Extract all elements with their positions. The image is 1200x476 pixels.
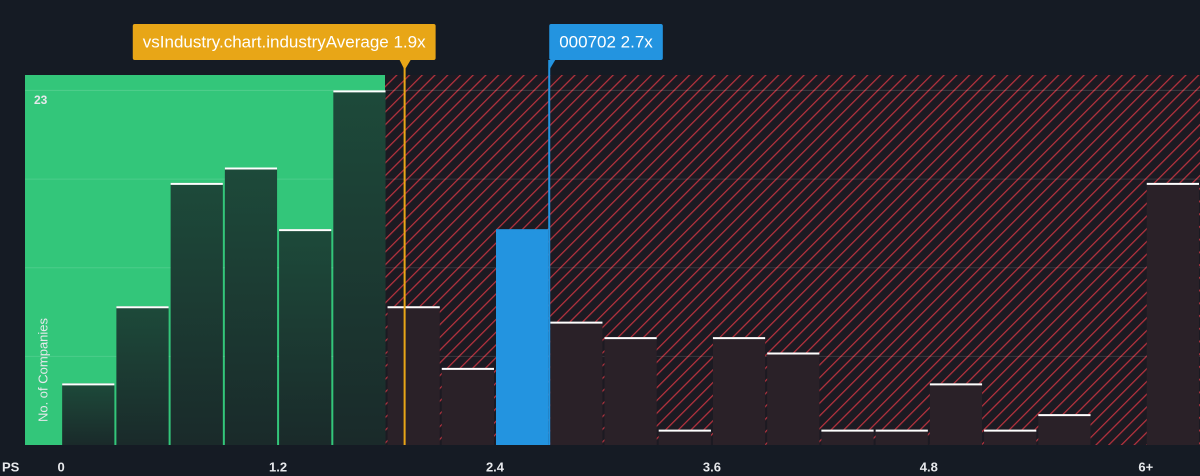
annotation-box: vsIndustry.chart.industryAverage 1.9x (132, 24, 436, 70)
x-axis-label: PS (2, 459, 20, 474)
x-tick-label: 0 (58, 459, 65, 474)
y-axis-label: No. of Companies (35, 317, 50, 422)
annotation-bg (549, 24, 663, 60)
bar (1038, 414, 1091, 445)
x-tick-label: 6+ (1138, 459, 1153, 474)
bar (62, 383, 115, 445)
bar (496, 229, 549, 445)
x-tick-label: 1.2 (269, 459, 287, 474)
bar (550, 321, 603, 445)
bar (387, 306, 440, 445)
bar (658, 429, 711, 445)
bar (441, 367, 494, 445)
bar (821, 429, 874, 445)
bar (279, 229, 332, 445)
bar (333, 90, 386, 446)
annotation-label: 000702 2.7x (559, 32, 653, 51)
x-tick-label: 2.4 (486, 459, 505, 474)
bar (929, 383, 983, 445)
bar (116, 306, 169, 445)
annotation-box: 000702 2.7x (549, 24, 663, 70)
bar (767, 352, 820, 445)
x-tick-label: 4.8 (920, 459, 938, 474)
annotation-pointer (549, 60, 556, 70)
bar (170, 182, 223, 445)
bar (1146, 182, 1199, 445)
y-tick-label: 23 (34, 93, 48, 107)
annotation-pointer (399, 60, 411, 70)
annotation-label: vsIndustry.chart.industryAverage 1.9x (143, 32, 426, 51)
x-tick-label: 3.6 (703, 459, 721, 474)
bar (875, 429, 928, 445)
bar (604, 337, 657, 445)
bar (224, 167, 278, 445)
bar (984, 429, 1037, 445)
bar (712, 337, 766, 445)
annotation-bg (132, 24, 436, 60)
